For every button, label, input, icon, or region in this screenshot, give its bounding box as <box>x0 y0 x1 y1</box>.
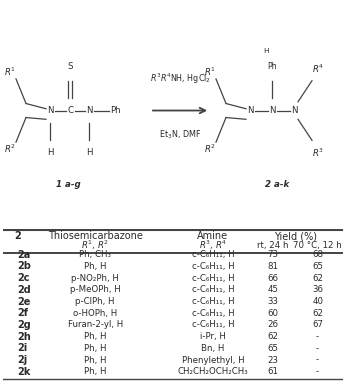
Text: c-C₆H₁₁, H: c-C₆H₁₁, H <box>192 309 234 318</box>
Text: Ph, H: Ph, H <box>84 344 107 353</box>
Text: 2k: 2k <box>17 367 31 377</box>
Text: N: N <box>86 106 92 115</box>
Text: Phenylethyl, H: Phenylethyl, H <box>182 356 244 364</box>
Text: N: N <box>269 106 275 115</box>
Text: 65: 65 <box>267 344 278 353</box>
Text: Ph: Ph <box>110 106 120 115</box>
Text: Bn, H: Bn, H <box>201 344 225 353</box>
Text: 2h: 2h <box>17 332 31 342</box>
Text: -: - <box>316 332 319 341</box>
Text: c-C₆H₁₁, H: c-C₆H₁₁, H <box>192 297 234 306</box>
Text: 65: 65 <box>312 262 323 271</box>
Text: N: N <box>47 106 53 115</box>
Text: 26: 26 <box>267 320 278 329</box>
Text: 2j: 2j <box>17 355 28 365</box>
Text: 23: 23 <box>267 356 278 364</box>
Text: $\mathit{R}^4$: $\mathit{R}^4$ <box>312 62 324 74</box>
Text: 1 a-g: 1 a-g <box>56 180 80 189</box>
Text: c-C₆H₁₁, H: c-C₆H₁₁, H <box>192 250 234 259</box>
Text: Et$_3$N, DMF: Et$_3$N, DMF <box>159 129 201 141</box>
Text: 2a: 2a <box>17 250 31 260</box>
Text: $R^3$, $R^4$: $R^3$, $R^4$ <box>199 239 227 252</box>
Text: 73: 73 <box>267 250 278 259</box>
Text: c-C₆H₁₁, H: c-C₆H₁₁, H <box>192 320 234 329</box>
Text: 36: 36 <box>312 285 323 294</box>
Text: 70 °C, 12 h: 70 °C, 12 h <box>293 241 342 250</box>
Text: 66: 66 <box>267 274 278 283</box>
Text: S: S <box>67 62 73 71</box>
Text: 68: 68 <box>312 250 323 259</box>
Text: 81: 81 <box>267 262 278 271</box>
Text: 2 a-k: 2 a-k <box>265 180 289 189</box>
Text: i-Pr, H: i-Pr, H <box>200 332 226 341</box>
Text: c-C₆H₁₁, H: c-C₆H₁₁, H <box>192 262 234 271</box>
Text: 67: 67 <box>312 320 323 329</box>
Text: C: C <box>67 106 73 115</box>
Text: H: H <box>47 148 53 157</box>
Text: 45: 45 <box>267 285 278 294</box>
Text: 2f: 2f <box>17 308 28 318</box>
Text: Thiosemicarbazone: Thiosemicarbazone <box>48 231 143 241</box>
Text: c-C₆H₁₁, H: c-C₆H₁₁, H <box>192 274 234 283</box>
Text: Ph, H: Ph, H <box>84 262 107 271</box>
Text: Ph, H: Ph, H <box>84 367 107 376</box>
Text: 2d: 2d <box>17 285 31 295</box>
Text: rt, 24 h: rt, 24 h <box>257 241 289 250</box>
Text: p-ClPh, H: p-ClPh, H <box>75 297 115 306</box>
Text: 62: 62 <box>312 274 323 283</box>
Text: $R^3R^4$NH, HgCl$_2$: $R^3R^4$NH, HgCl$_2$ <box>149 72 210 86</box>
Text: Ph, CH₃: Ph, CH₃ <box>79 250 111 259</box>
Text: 40: 40 <box>312 297 323 306</box>
Text: Furan-2-yl, H: Furan-2-yl, H <box>67 320 123 329</box>
Text: 2c: 2c <box>17 273 30 283</box>
Text: H: H <box>86 148 92 157</box>
Text: Ph, H: Ph, H <box>84 332 107 341</box>
Text: Ph, H: Ph, H <box>84 356 107 364</box>
Text: p-NO₂Ph, H: p-NO₂Ph, H <box>71 274 119 283</box>
Text: Yield (%): Yield (%) <box>274 231 317 241</box>
Text: 33: 33 <box>267 297 278 306</box>
Text: $\mathit{R}^1$: $\mathit{R}^1$ <box>204 66 216 78</box>
Text: N: N <box>291 106 297 115</box>
Text: 62: 62 <box>312 309 323 318</box>
Text: $R^1$, $R^2$: $R^1$, $R^2$ <box>81 239 109 252</box>
Text: N: N <box>247 106 253 115</box>
Text: -: - <box>316 367 319 376</box>
Text: p-MeOPh, H: p-MeOPh, H <box>70 285 121 294</box>
Text: -: - <box>316 356 319 364</box>
Text: 2: 2 <box>14 231 21 241</box>
Text: 2i: 2i <box>17 343 28 353</box>
Text: Amine: Amine <box>197 231 228 241</box>
Text: $\mathit{R}^1$: $\mathit{R}^1$ <box>4 66 16 78</box>
Text: -: - <box>316 344 319 353</box>
Text: 60: 60 <box>267 309 278 318</box>
Text: H: H <box>263 48 269 54</box>
Text: 61: 61 <box>267 367 278 376</box>
Text: 62: 62 <box>267 332 278 341</box>
Text: 2g: 2g <box>17 320 31 330</box>
Text: $\mathit{R}^3$: $\mathit{R}^3$ <box>312 146 324 159</box>
Text: 2e: 2e <box>17 296 31 306</box>
Text: c-C₆H₁₁, H: c-C₆H₁₁, H <box>192 285 234 294</box>
Text: o-HOPh, H: o-HOPh, H <box>73 309 117 318</box>
Text: Ph: Ph <box>267 62 277 71</box>
Text: CH₂CH₂OCH₂CH₃: CH₂CH₂OCH₂CH₃ <box>177 367 248 376</box>
Text: $\mathit{R}^2$: $\mathit{R}^2$ <box>204 143 216 155</box>
Text: 2b: 2b <box>17 261 31 271</box>
Text: $\mathit{R}^2$: $\mathit{R}^2$ <box>4 143 16 155</box>
